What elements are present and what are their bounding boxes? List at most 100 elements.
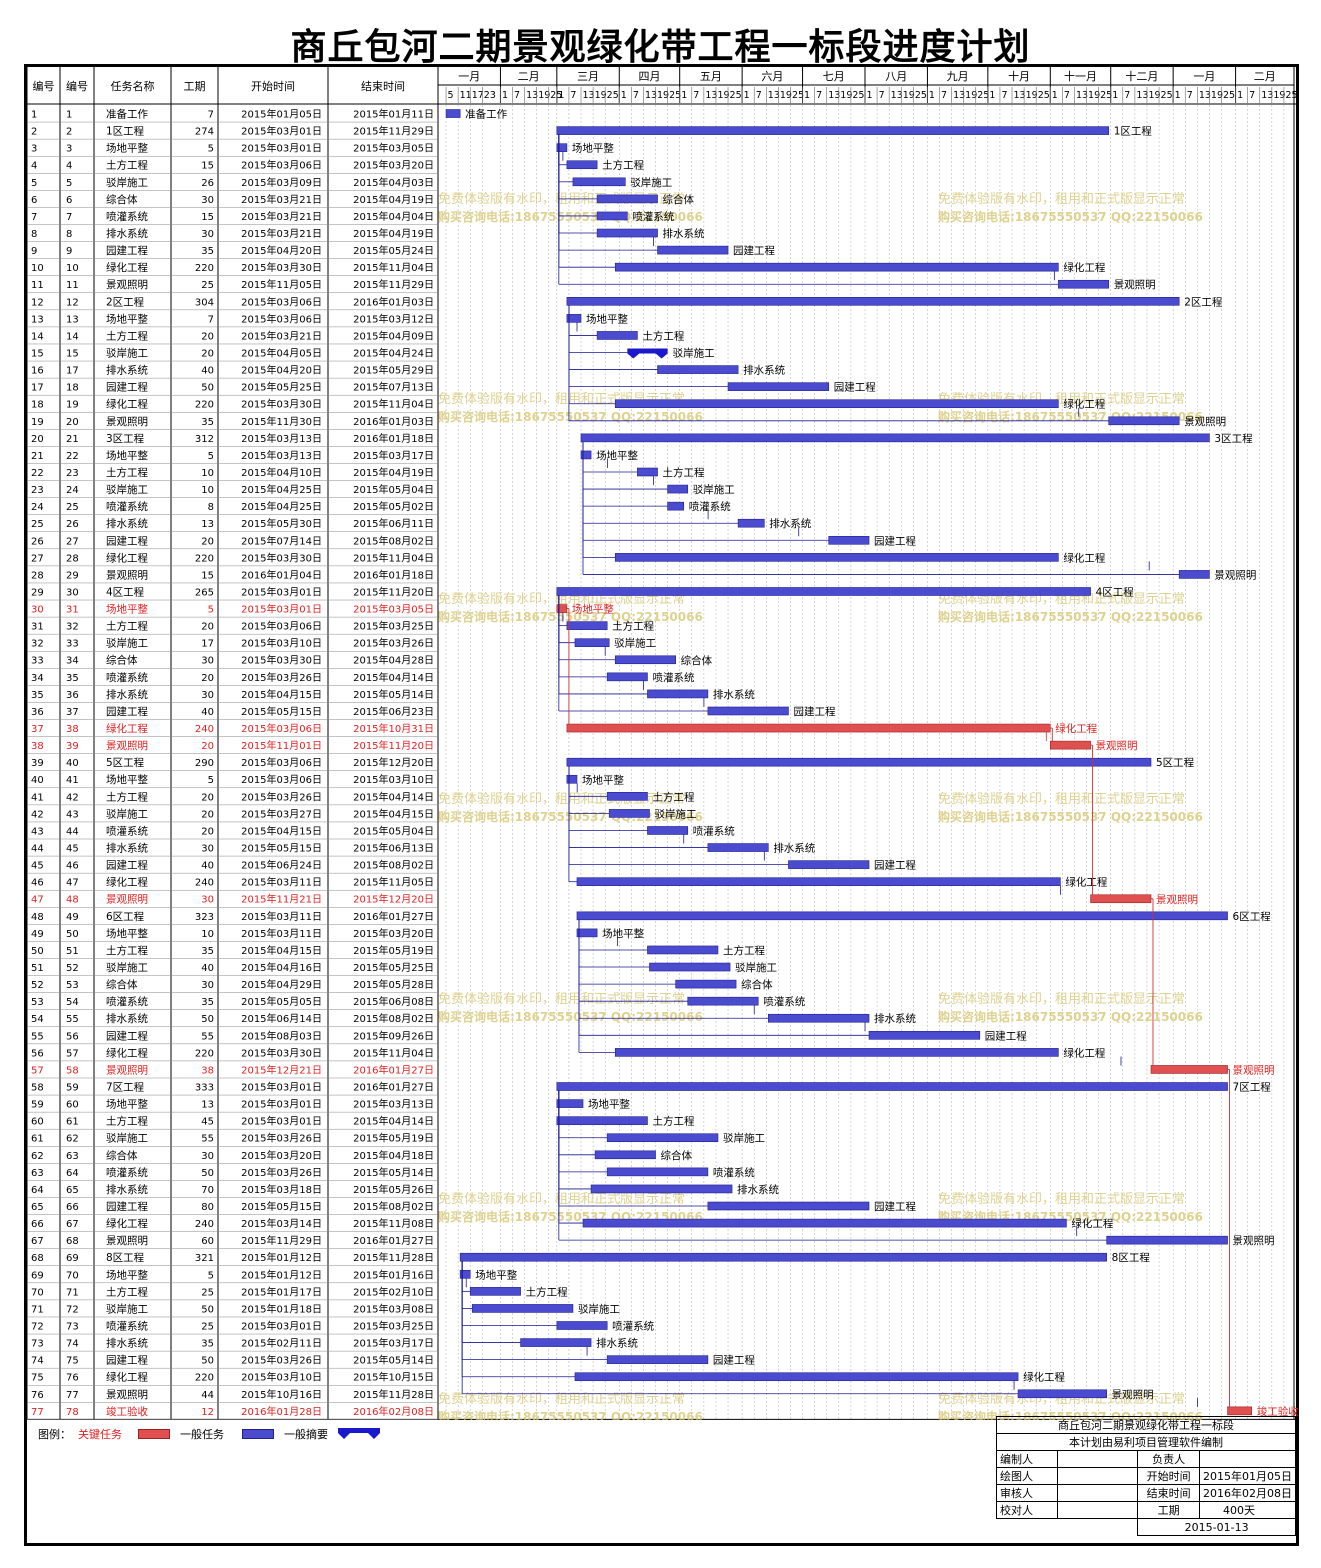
cell-duration: 30 [201,895,214,906]
cell-duration: 40 [201,366,214,377]
cell-start: 2015年03月26日 [241,790,322,803]
cell-index: 7 [31,212,37,223]
cell-index: 15 [31,348,44,359]
cell-index: 18 [31,400,44,411]
tick-label: 1 [1112,90,1118,101]
task-bar [580,450,592,460]
signoff-block: 商丘包河二期景观绿化带工程一标段 本计划由易利项目管理软件编制 编制人 负责人 … [996,1416,1296,1543]
critical-task-bar [1090,894,1152,904]
cell-index: 29 [31,587,44,598]
bar-label: 3区工程 [1214,433,1253,445]
cell-index: 75 [31,1373,44,1384]
watermark-text: 购买咨询电话:18675550537 QQ:22150066 [938,609,1203,624]
cell-start: 2015年03月21日 [241,210,322,223]
cell-end: 2015年08月02日 [353,1012,434,1025]
cell-start: 2015年01月05日 [241,108,322,121]
month-label: 六月 [761,70,783,83]
cell-id: 63 [66,1151,79,1162]
bar-label: 综合体 [741,978,773,991]
cell-end: 2015年03月26日 [353,637,434,650]
cell-duration: 274 [195,127,214,138]
summary-bar [627,348,668,359]
cell-end: 2015年03月25日 [353,1319,434,1332]
cell-start: 2015年11月05日 [241,278,322,291]
cell-end: 2015年11月28日 [353,1251,434,1264]
bar-label: 场地平整 [586,312,628,325]
tick-label: 19 [1026,90,1038,101]
task-bar [566,297,1180,306]
cell-end: 2015年11月28日 [353,1388,434,1401]
bar-label: 7区工程 [1233,1082,1272,1094]
bar-label: 综合体 [661,1149,693,1162]
cell-duration: 80 [201,1202,214,1213]
bar-label: 1区工程 [1114,126,1153,138]
tick-label: 1 [804,90,810,101]
cell-start: 2015年04月15日 [241,688,322,701]
bar-label: 8区工程 [1112,1252,1151,1264]
cell-start: 2015年03月11日 [241,927,322,940]
cell-index: 58 [31,1082,44,1093]
bar-label: 绿化工程 [1063,551,1105,564]
bar-label: 景观照明 [1214,569,1256,581]
cell-start: 2015年03月09日 [241,176,322,189]
tick-label: 19 [1148,90,1160,101]
cell-duration: 8 [208,502,214,513]
cell-duration: 15 [201,212,214,223]
cell-start: 2015年03月10日 [241,1371,322,1384]
cell-name: 景观照明 [106,416,148,428]
cell-name: 排水系统 [106,1337,148,1350]
cell-start: 2016年01月28日 [241,1405,322,1418]
tick-label: 13 [768,90,780,101]
cell-end: 2015年05月26日 [353,1183,434,1196]
cell-duration: 38 [201,1065,214,1076]
signoff-cell [1056,1501,1139,1519]
task-bar [576,877,1061,886]
task-bar [657,365,739,374]
cell-start: 2015年03月21日 [241,329,322,342]
cell-duration: 10 [201,468,214,479]
cell-id: 2 [66,127,72,138]
cell-id: 64 [66,1168,79,1179]
cell-start: 2015年03月26日 [241,671,322,684]
cell-name: 景观照明 [106,894,148,906]
cell-id: 65 [66,1185,79,1196]
cell-name: 4区工程 [106,586,145,598]
task-bar [606,1355,709,1364]
cell-index: 24 [31,502,44,513]
cell-index: 67 [31,1236,44,1247]
cell-name: 土方工程 [106,466,148,479]
bar-label: 土方工程 [663,466,705,479]
cell-start: 2015年03月20日 [241,1149,322,1162]
cell-name: 排水系统 [106,517,148,530]
cell-index: 41 [31,792,44,803]
task-bar [614,399,1059,409]
cell-end: 2015年04月19日 [353,193,434,206]
cell-id: 29 [66,570,79,581]
cell-id: 57 [66,1048,79,1059]
task-bar [707,843,769,852]
cell-id: 37 [66,707,79,718]
cell-name: 喷灌系统 [106,824,148,837]
tick-label: 1 [989,90,995,101]
critical-task-bar [566,723,1051,733]
legend-summary-label: 一般摘要 [284,1428,328,1441]
cell-id: 35 [66,673,79,684]
cell-name: 景观照明 [106,1064,148,1076]
cell-id: 33 [66,639,79,650]
bar-label: 排水系统 [737,1183,779,1196]
cell-end: 2015年11月29日 [353,278,434,291]
cell-end: 2015年10月31日 [353,722,434,735]
task-bar [606,672,648,682]
cell-end: 2015年03月17日 [353,1337,434,1350]
cell-start: 2015年12月21日 [241,1063,322,1076]
cell-end: 2015年03月13日 [353,1098,434,1111]
tick-label: 13 [891,90,903,101]
cell-id: 30 [66,587,79,598]
bar-label: 园建工程 [874,1200,916,1213]
cell-start: 2015年03月01日 [241,125,322,138]
cell-start: 2015年03月21日 [241,193,322,206]
cell-id: 21 [66,434,79,445]
cell-end: 2015年11月08日 [353,1217,434,1230]
cell-id: 9 [66,246,72,257]
cell-end: 2015年03月20日 [353,159,434,172]
